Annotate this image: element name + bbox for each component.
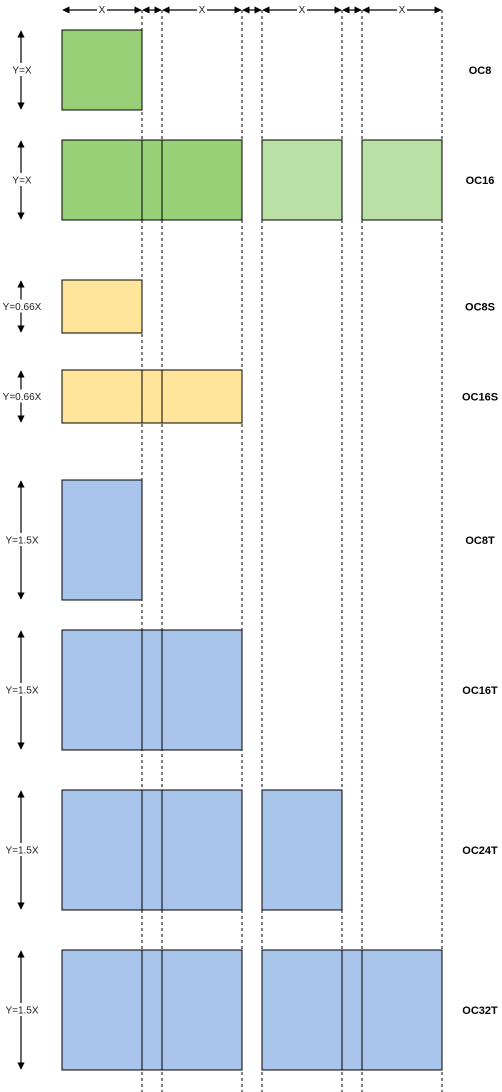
row-oc16: Y=X OC16 (11, 139, 495, 221)
height-label-bg (3, 843, 41, 856)
block (61, 139, 243, 221)
block (61, 949, 243, 1071)
height-label: Y=X (12, 66, 32, 77)
block (261, 949, 443, 1071)
height-label: Y=1.5X (5, 1006, 38, 1017)
block (61, 29, 143, 111)
width-label: X (99, 5, 106, 16)
height-label-bg (3, 683, 41, 696)
row-oc16t: Y=1.5X OC16T (3, 629, 498, 751)
height-label: Y=0.66X (3, 302, 42, 313)
row-oc8t: Y=1.5X OC8T (3, 479, 495, 601)
height-label-bg (3, 533, 41, 546)
row-name: OC32T (462, 1005, 498, 1017)
height-label-bg (11, 63, 33, 76)
width-label: X (199, 5, 206, 16)
height-label: Y=X (12, 176, 32, 187)
width-label: X (299, 5, 306, 16)
row-name: OC16 (466, 175, 495, 187)
row-name: OC8S (465, 302, 495, 314)
width-label-bg (397, 3, 407, 16)
height-label: Y=1.5X (5, 846, 38, 857)
height-label: Y=0.66X (3, 392, 42, 403)
block (61, 789, 243, 911)
block (361, 139, 443, 221)
height-label: Y=1.5X (5, 536, 38, 547)
row-oc16s: Y=0.66X OC16S (0, 369, 498, 424)
block (261, 139, 343, 221)
block (61, 629, 243, 751)
row-name: OC8T (465, 535, 495, 547)
row-name: OC16T (462, 685, 498, 697)
width-label-bg (197, 3, 207, 16)
row-name: OC24T (462, 845, 498, 857)
rows: Y=X OC8 Y=X OC16 Y=0.66X OC8S Y=0.66X OC16S Y=1.… (0, 29, 498, 1071)
row-oc32t: Y=1.5X OC32T (3, 949, 498, 1071)
width-label-bg (297, 3, 307, 16)
height-label-bg (11, 173, 33, 186)
width-label: X (399, 5, 406, 16)
height-label-bg (3, 1003, 41, 1016)
row-name: OC16S (462, 392, 498, 404)
height-label-bg (0, 299, 44, 313)
block (61, 279, 143, 334)
height-label-bg (0, 389, 44, 403)
row-oc8: Y=X OC8 (11, 29, 492, 111)
block (261, 789, 343, 911)
block (61, 369, 243, 424)
row-name: OC8 (469, 65, 492, 77)
block (61, 479, 143, 601)
row-oc24t: Y=1.5X OC24T (3, 789, 498, 911)
width-label-bg (97, 3, 107, 16)
row-oc8s: Y=0.66X OC8S (0, 279, 495, 334)
height-label: Y=1.5X (5, 686, 38, 697)
